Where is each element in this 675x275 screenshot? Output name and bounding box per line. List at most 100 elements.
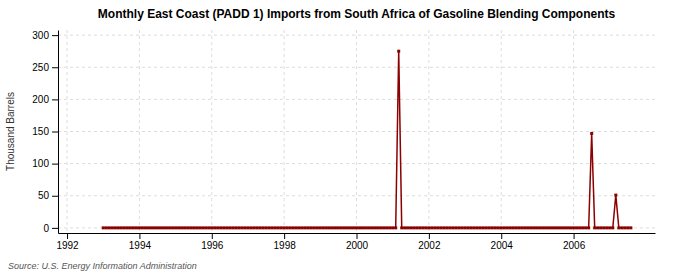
marker xyxy=(455,226,458,229)
marker xyxy=(271,226,274,229)
tick: 1992 xyxy=(56,233,79,251)
marker xyxy=(292,226,295,229)
marker xyxy=(126,226,129,229)
marker xyxy=(451,226,454,229)
marker xyxy=(289,226,292,229)
tick: 0 xyxy=(43,223,58,234)
marker xyxy=(563,226,566,229)
marker xyxy=(536,226,539,229)
marker xyxy=(491,226,494,229)
marker xyxy=(388,226,391,229)
tick-mark xyxy=(52,196,58,197)
axis-line xyxy=(58,31,59,234)
tick-mark xyxy=(52,99,58,100)
marker xyxy=(171,226,174,229)
marker xyxy=(165,226,168,229)
tick-label: 150 xyxy=(32,126,49,137)
y-axis: 050100150200250300 xyxy=(32,30,58,234)
marker xyxy=(572,226,575,229)
marker xyxy=(286,226,289,229)
marker xyxy=(593,226,596,229)
marker xyxy=(147,226,150,229)
tick: 2000 xyxy=(346,233,369,251)
grid-line xyxy=(58,195,655,196)
tick-label: 0 xyxy=(43,223,49,234)
tick-mark xyxy=(429,233,430,239)
grid-line xyxy=(139,30,140,233)
marker xyxy=(340,226,343,229)
tick-mark xyxy=(501,233,502,239)
marker xyxy=(265,226,268,229)
marker xyxy=(216,226,219,229)
tick-label: 1994 xyxy=(129,240,152,251)
marker xyxy=(210,226,213,229)
marker xyxy=(376,226,379,229)
tick-mark xyxy=(67,233,68,239)
marker xyxy=(421,226,424,229)
x-axis: 19921994199619982000200220042006 xyxy=(56,233,655,251)
marker xyxy=(186,226,189,229)
marker xyxy=(349,226,352,229)
marker xyxy=(358,226,361,229)
marker xyxy=(228,226,231,229)
marker xyxy=(524,226,527,229)
marker xyxy=(123,226,126,229)
marker xyxy=(473,226,476,229)
marker xyxy=(623,226,626,229)
marker xyxy=(509,226,512,229)
tick-mark xyxy=(574,233,575,239)
marker xyxy=(298,226,301,229)
grid-line xyxy=(58,35,655,36)
marker xyxy=(240,226,243,229)
tick-mark xyxy=(52,164,58,165)
marker xyxy=(533,226,536,229)
marker xyxy=(343,226,346,229)
marker xyxy=(361,226,364,229)
marks xyxy=(102,50,633,230)
marker xyxy=(542,226,545,229)
marker xyxy=(117,226,120,229)
marker xyxy=(551,226,554,229)
tick: 2002 xyxy=(418,233,441,251)
tick-label: 200 xyxy=(32,94,49,105)
marker xyxy=(192,226,195,229)
marker xyxy=(135,226,138,229)
marker xyxy=(352,226,355,229)
marker xyxy=(406,226,409,229)
tick-mark xyxy=(139,233,140,239)
marker xyxy=(162,226,165,229)
marker xyxy=(488,226,491,229)
marker xyxy=(503,226,506,229)
marker xyxy=(482,226,485,229)
marker xyxy=(370,226,373,229)
grid-line xyxy=(356,30,357,233)
tick-label: 50 xyxy=(38,190,50,201)
marker xyxy=(180,226,183,229)
marker xyxy=(189,226,192,229)
marker xyxy=(403,226,406,229)
marker xyxy=(518,226,521,229)
marker xyxy=(313,226,316,229)
marker xyxy=(256,226,259,229)
tick-label: 1998 xyxy=(274,240,297,251)
marker xyxy=(243,226,246,229)
marker xyxy=(530,226,533,229)
marker xyxy=(144,226,147,229)
tick: 50 xyxy=(38,190,58,201)
tick-label: 2000 xyxy=(346,240,369,251)
marker xyxy=(626,226,629,229)
grid-line xyxy=(501,30,502,233)
tick: 250 xyxy=(32,62,58,73)
tick-label: 2004 xyxy=(491,240,514,251)
marker xyxy=(159,226,162,229)
marker xyxy=(334,226,337,229)
marker xyxy=(394,226,397,229)
title: Monthly East Coast (PADD 1) Imports from… xyxy=(98,7,616,21)
marker xyxy=(346,226,349,229)
tick-label: 2006 xyxy=(563,240,586,251)
marker xyxy=(156,226,159,229)
marker xyxy=(494,226,497,229)
marker xyxy=(617,226,620,229)
tick-label: 2002 xyxy=(418,240,441,251)
marker xyxy=(521,226,524,229)
